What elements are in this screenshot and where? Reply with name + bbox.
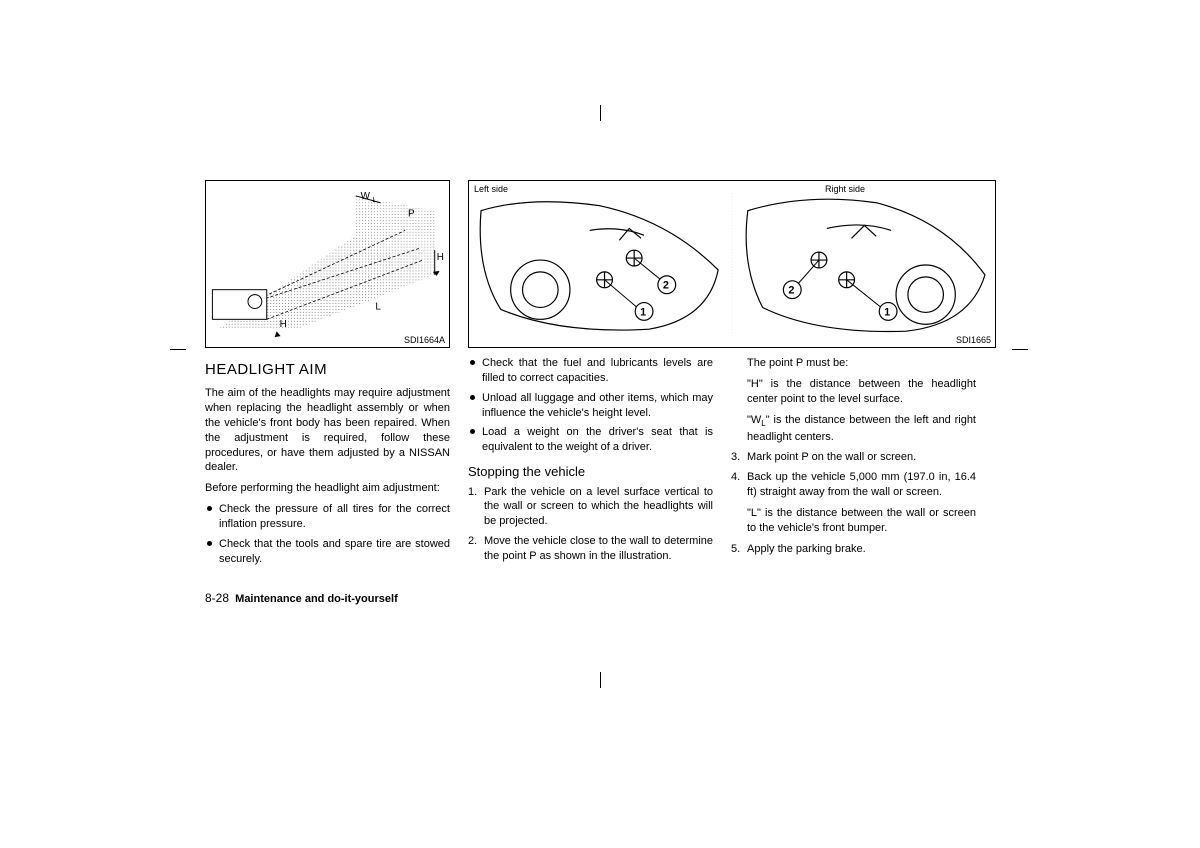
para-intro: The aim of the headlights may require ad… <box>205 386 450 475</box>
heading-stopping: Stopping the vehicle <box>468 463 713 481</box>
list-item: Move the vehicle close to the wall to de… <box>468 534 713 564</box>
svg-text:1: 1 <box>640 306 646 318</box>
para-wl-def: "WL" is the distance between the left an… <box>731 413 976 445</box>
section-title: Maintenance and do-it-yourself <box>235 593 398 605</box>
figure-left: W L P H H L SDI1664A <box>205 180 450 348</box>
column-1: HEADLIGHT AIM The aim of the headlights … <box>205 356 450 573</box>
para-h-def: "H" is the distance between the headligh… <box>731 377 976 407</box>
svg-text:L: L <box>372 197 376 204</box>
list-checks-2: Check that the fuel and lubricants level… <box>468 356 713 455</box>
para-point-p: The point P must be: <box>731 356 976 371</box>
para-l-def: "L" is the distance between the wall or … <box>731 506 976 536</box>
ordered-list-2: Mark point P on the wall or screen. Back… <box>731 450 976 500</box>
svg-text:H: H <box>280 319 287 330</box>
crop-mark-left <box>170 349 186 350</box>
list-item: Back up the vehicle 5,000 mm (197.0 in, … <box>731 470 976 500</box>
crop-mark-bottom <box>600 672 601 688</box>
figure-label-right-side: Right side <box>825 184 865 194</box>
page-footer: 8-28 Maintenance and do-it-yourself <box>205 591 997 605</box>
figure-right: Left side Right side <box>468 180 996 348</box>
crop-mark-top <box>600 105 601 121</box>
figure-code-right: SDI1665 <box>956 335 991 345</box>
list-item: Park the vehicle on a level surface vert… <box>468 485 713 530</box>
list-item: Check that the fuel and lubricants level… <box>468 356 713 386</box>
list-item: Mark point P on the wall or screen. <box>731 450 976 465</box>
column-3: The point P must be: "H" is the distance… <box>731 356 976 573</box>
ordered-list-1: Park the vehicle on a level surface vert… <box>468 485 713 564</box>
ordered-list-3: Apply the parking brake. <box>731 542 976 557</box>
list-item: Check that the tools and spare tire are … <box>205 537 450 567</box>
list-item: Apply the parking brake. <box>731 542 976 557</box>
figure-code-left: SDI1664A <box>404 335 445 345</box>
svg-text:P: P <box>408 209 415 220</box>
diagram-headlight-aim: W L P H H L <box>206 181 451 347</box>
list-item: Check the pressure of all tires for the … <box>205 502 450 532</box>
list-checks-1: Check the pressure of all tires for the … <box>205 502 450 566</box>
svg-text:L: L <box>375 301 381 312</box>
svg-text:2: 2 <box>788 285 794 297</box>
svg-text:H: H <box>437 252 444 263</box>
crop-mark-right <box>1012 349 1028 350</box>
page-content: W L P H H L SDI1664A Left side Right sid… <box>205 180 997 605</box>
column-2: Check that the fuel and lubricants level… <box>468 356 713 573</box>
heading-headlight-aim: HEADLIGHT AIM <box>205 360 450 380</box>
para-before: Before performing the headlight aim adju… <box>205 481 450 496</box>
list-item: Load a weight on the driver's seat that … <box>468 425 713 455</box>
svg-text:W: W <box>361 191 371 202</box>
svg-text:1: 1 <box>884 306 890 318</box>
diagram-headlight-adjusters: 1 2 <box>469 181 995 347</box>
figure-label-left-side: Left side <box>474 184 508 194</box>
svg-text:2: 2 <box>663 280 669 292</box>
page-number: 8-28 <box>205 591 229 605</box>
list-item: Unload all luggage and other items, whic… <box>468 391 713 421</box>
